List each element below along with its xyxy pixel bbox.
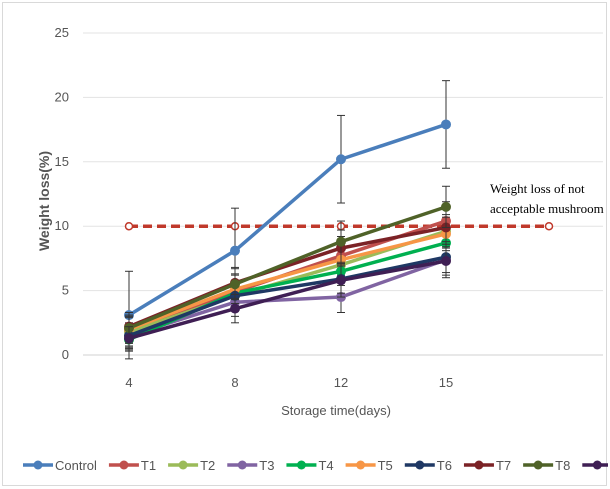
- legend-label: T5: [378, 458, 393, 473]
- legend-item-t1: T1: [108, 458, 156, 473]
- data-point: [230, 279, 240, 290]
- legend-label: T1: [141, 458, 156, 473]
- data-point: [336, 275, 346, 286]
- x-axis-title: Storage time(days): [281, 403, 391, 418]
- y-tick-label: 20: [55, 89, 69, 104]
- reference-line-marker: [544, 221, 554, 231]
- data-point: [441, 255, 451, 266]
- legend-swatch-marker: [533, 460, 543, 470]
- data-point: [336, 236, 346, 247]
- y-tick-label: 25: [55, 25, 69, 40]
- data-point: [230, 303, 240, 314]
- legend: Control T1 T2 T3 T4 T5 T6 T7 T8 T9: [23, 458, 608, 473]
- annotation-line-1: Weight loss of not: [490, 181, 585, 196]
- annotation: Weight loss of not acceptable mushroom: [490, 181, 604, 216]
- legend-swatch-marker: [237, 460, 247, 470]
- legend-item-control: Control: [23, 458, 97, 473]
- y-tick-label: 5: [62, 283, 69, 298]
- legend-label: T7: [496, 458, 511, 473]
- legend-swatch-marker: [178, 460, 188, 470]
- legend-label: T3: [259, 458, 274, 473]
- legend-label: T6: [437, 458, 452, 473]
- legend-swatch-marker: [474, 460, 484, 470]
- legend-swatch-marker: [33, 460, 43, 470]
- legend-swatch-marker: [119, 460, 129, 470]
- x-tick-label: 4: [125, 375, 132, 390]
- legend-swatch-marker: [356, 460, 366, 470]
- legend-item-t2: T2: [168, 458, 215, 473]
- y-axis-title: Weight loss(%): [36, 151, 52, 251]
- legend-item-t7: T7: [463, 458, 511, 473]
- x-tick-label: 15: [439, 375, 453, 390]
- legend-label: Control: [55, 458, 97, 473]
- annotation-line-2: acceptable mushroom: [490, 201, 604, 216]
- legend-item-t9: T9: [582, 460, 608, 470]
- series-line: [127, 205, 448, 330]
- legend-item-t6: T6: [404, 458, 452, 473]
- data-point: [336, 154, 346, 165]
- legend-item-t3: T3: [227, 458, 274, 473]
- series-line: [127, 259, 448, 341]
- legend-item-t4: T4: [286, 458, 334, 473]
- data-point: [124, 333, 134, 344]
- legend-label: T4: [318, 458, 333, 473]
- y-tick-label: 10: [55, 218, 69, 233]
- legend-item-t8: T8: [523, 458, 570, 473]
- legend-item-t5: T5: [345, 458, 393, 473]
- reference-line-marker: [124, 221, 134, 231]
- series-line: [127, 257, 448, 338]
- data-point: [230, 245, 240, 256]
- legend-swatch-marker: [592, 460, 602, 470]
- y-tick-label: 15: [55, 154, 69, 169]
- legend-label: T8: [555, 458, 570, 473]
- series-layer: [124, 80, 451, 360]
- legend-swatch-marker: [415, 460, 425, 470]
- legend-swatch-marker: [296, 460, 306, 470]
- series-line: [127, 255, 448, 338]
- series-t9: [124, 243, 451, 351]
- series-line: [127, 232, 448, 331]
- legend-label: T2: [200, 458, 215, 473]
- data-point: [441, 119, 451, 130]
- series-line: [127, 122, 448, 317]
- x-tick-label: 12: [334, 375, 348, 390]
- y-tick-label: 0: [62, 347, 69, 362]
- data-point: [441, 201, 451, 212]
- x-tick-label: 8: [231, 375, 238, 390]
- chart-svg: 0 5 10 15 20 25 4 8 12 15 Weight loss(%) Storage …: [23, 25, 608, 473]
- tick-labels: 0 5 10 15 20 25 4 8 12 15: [55, 25, 454, 390]
